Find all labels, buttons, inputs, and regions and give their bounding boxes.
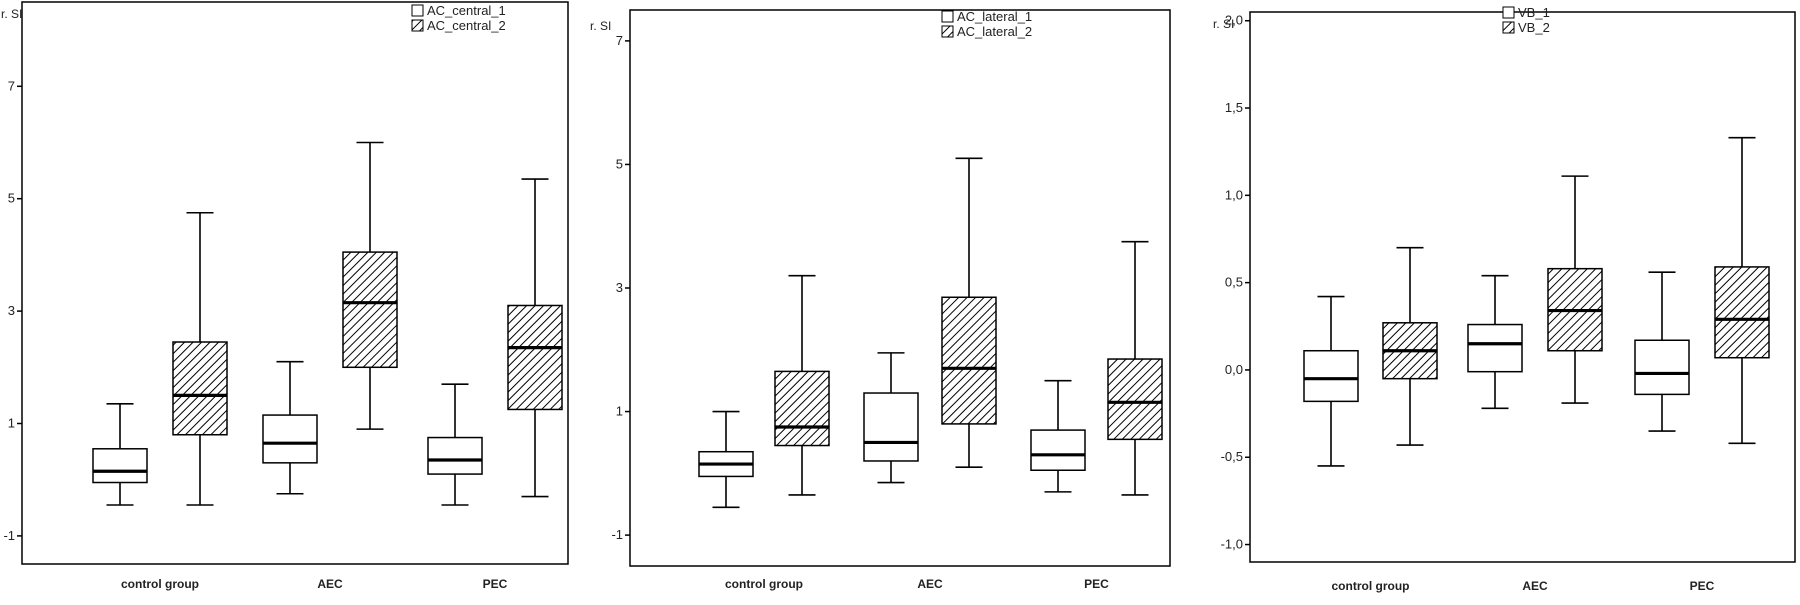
box-VB_2-AEC (1547, 175, 1603, 404)
box-VB_2-control-group (1382, 246, 1438, 446)
legend-swatch (941, 25, 954, 38)
x-category-label: AEC (917, 577, 943, 591)
y-tick-label: 2,0 (1225, 13, 1243, 28)
box-iqr (427, 436, 483, 475)
plot-frame (1249, 11, 1796, 563)
legend-swatch (1502, 21, 1515, 34)
y-tick-label: -1 (611, 527, 623, 542)
legend: VB_1VB_2 (1502, 5, 1550, 35)
y-tick-label: 1,5 (1225, 100, 1243, 115)
box-VB_1-PEC (1634, 271, 1690, 432)
y-axis-label: r. SI (1213, 17, 1234, 31)
y-tick-label: -0,5 (1221, 449, 1243, 464)
x-category-label: AEC (317, 577, 343, 591)
x-category-label: PEC (1084, 577, 1109, 591)
chart-panel-vb: r. SI -1,0 -0,5 0,0 0,5 1,0 1,5 2,0 control gr… (1213, 5, 1796, 593)
box-iqr (172, 341, 228, 436)
y-ticks: -1 1 3 5 7 (3, 78, 22, 543)
y-tick-label: 3 (616, 280, 623, 295)
box-iqr (1030, 429, 1086, 471)
legend-label: AC_central_1 (427, 3, 506, 18)
boxes (698, 157, 1163, 509)
box-AC_central_2-PEC (507, 178, 563, 498)
box-AC_lateral_1-control-group (698, 410, 754, 509)
y-tick-label: -1 (3, 528, 15, 543)
box-AC_central_1-AEC (262, 360, 318, 495)
x-categories: control group AEC PEC (725, 577, 1109, 591)
y-tick-label: 7 (616, 33, 623, 48)
box-AC_central_2-control-group (172, 211, 228, 506)
box-iqr (941, 296, 997, 425)
legend-label: VB_2 (1518, 20, 1550, 35)
box-VB_1-control-group (1303, 295, 1359, 467)
y-tick-label: 0,0 (1225, 362, 1243, 377)
box-iqr (92, 448, 148, 484)
y-ticks: -1 1 3 5 7 (611, 33, 630, 542)
box-AC_lateral_2-control-group (774, 274, 830, 496)
box-iqr (1634, 339, 1690, 396)
box-iqr (262, 414, 318, 464)
box-AC_central_1-PEC (427, 383, 483, 506)
legend-label: AC_central_2 (427, 18, 506, 33)
box-VB_1-AEC (1467, 274, 1523, 410)
y-tick-label: 1 (616, 404, 623, 419)
box-iqr (1714, 266, 1770, 359)
y-tick-label: 5 (8, 191, 15, 206)
legend: AC_central_1AC_central_2 (411, 3, 506, 33)
box-VB_2-PEC (1714, 136, 1770, 445)
x-category-label: control group (725, 577, 803, 591)
y-axis-label: r. SI (1, 7, 22, 21)
x-category-label: control group (1332, 579, 1410, 593)
y-ticks: -1,0 -0,5 0,0 0,5 1,0 1,5 2,0 (1221, 13, 1250, 552)
box-iqr (1107, 358, 1163, 441)
box-iqr (1467, 323, 1523, 373)
box-AC_lateral_2-PEC (1107, 240, 1163, 496)
chart-panel-ac-lateral: r. SI -1 1 3 5 7 control group AEC PEC AC_late… (590, 9, 1171, 591)
y-tick-label: 5 (616, 156, 623, 171)
legend-swatch (411, 4, 424, 17)
boxes (1303, 136, 1770, 467)
legend: AC_lateral_1AC_lateral_2 (941, 9, 1032, 39)
y-tick-label: 1 (8, 416, 15, 431)
x-category-label: PEC (1690, 579, 1715, 593)
legend-swatch (411, 19, 424, 32)
y-tick-label: -1,0 (1221, 537, 1243, 552)
x-categories: control group AEC PEC (121, 577, 508, 591)
x-category-label: PEC (483, 577, 508, 591)
box-AC_lateral_2-AEC (941, 157, 997, 468)
y-axis-label: r. SI (590, 19, 611, 33)
y-tick-label: 0,5 (1225, 275, 1243, 290)
box-AC_lateral_1-PEC (1030, 379, 1086, 493)
box-AC_central_1-control-group (92, 403, 148, 506)
boxes (92, 141, 563, 506)
box-iqr (774, 370, 830, 447)
box-AC_lateral_1-AEC (863, 352, 919, 484)
box-iqr (342, 251, 398, 369)
y-tick-label: 3 (8, 303, 15, 318)
box-iqr (1303, 349, 1359, 403)
box-iqr (863, 392, 919, 462)
legend-swatch (941, 10, 954, 23)
plot-frame (21, 1, 569, 565)
x-categories: control group AEC PEC (1332, 579, 1715, 593)
box-AC_central_2-AEC (342, 141, 398, 430)
legend-label: AC_lateral_2 (957, 24, 1032, 39)
y-tick-label: 7 (8, 78, 15, 93)
box-iqr (507, 304, 563, 411)
legend-label: AC_lateral_1 (957, 9, 1032, 24)
legend-label: VB_1 (1518, 5, 1550, 20)
x-category-label: AEC (1522, 579, 1548, 593)
chart-panel-ac-central: r. SI -1 1 3 5 7 control group AEC PEC AC_cent… (1, 1, 569, 591)
y-tick-label: 1,0 (1225, 187, 1243, 202)
legend-swatch (1502, 6, 1515, 19)
x-category-label: control group (121, 577, 199, 591)
